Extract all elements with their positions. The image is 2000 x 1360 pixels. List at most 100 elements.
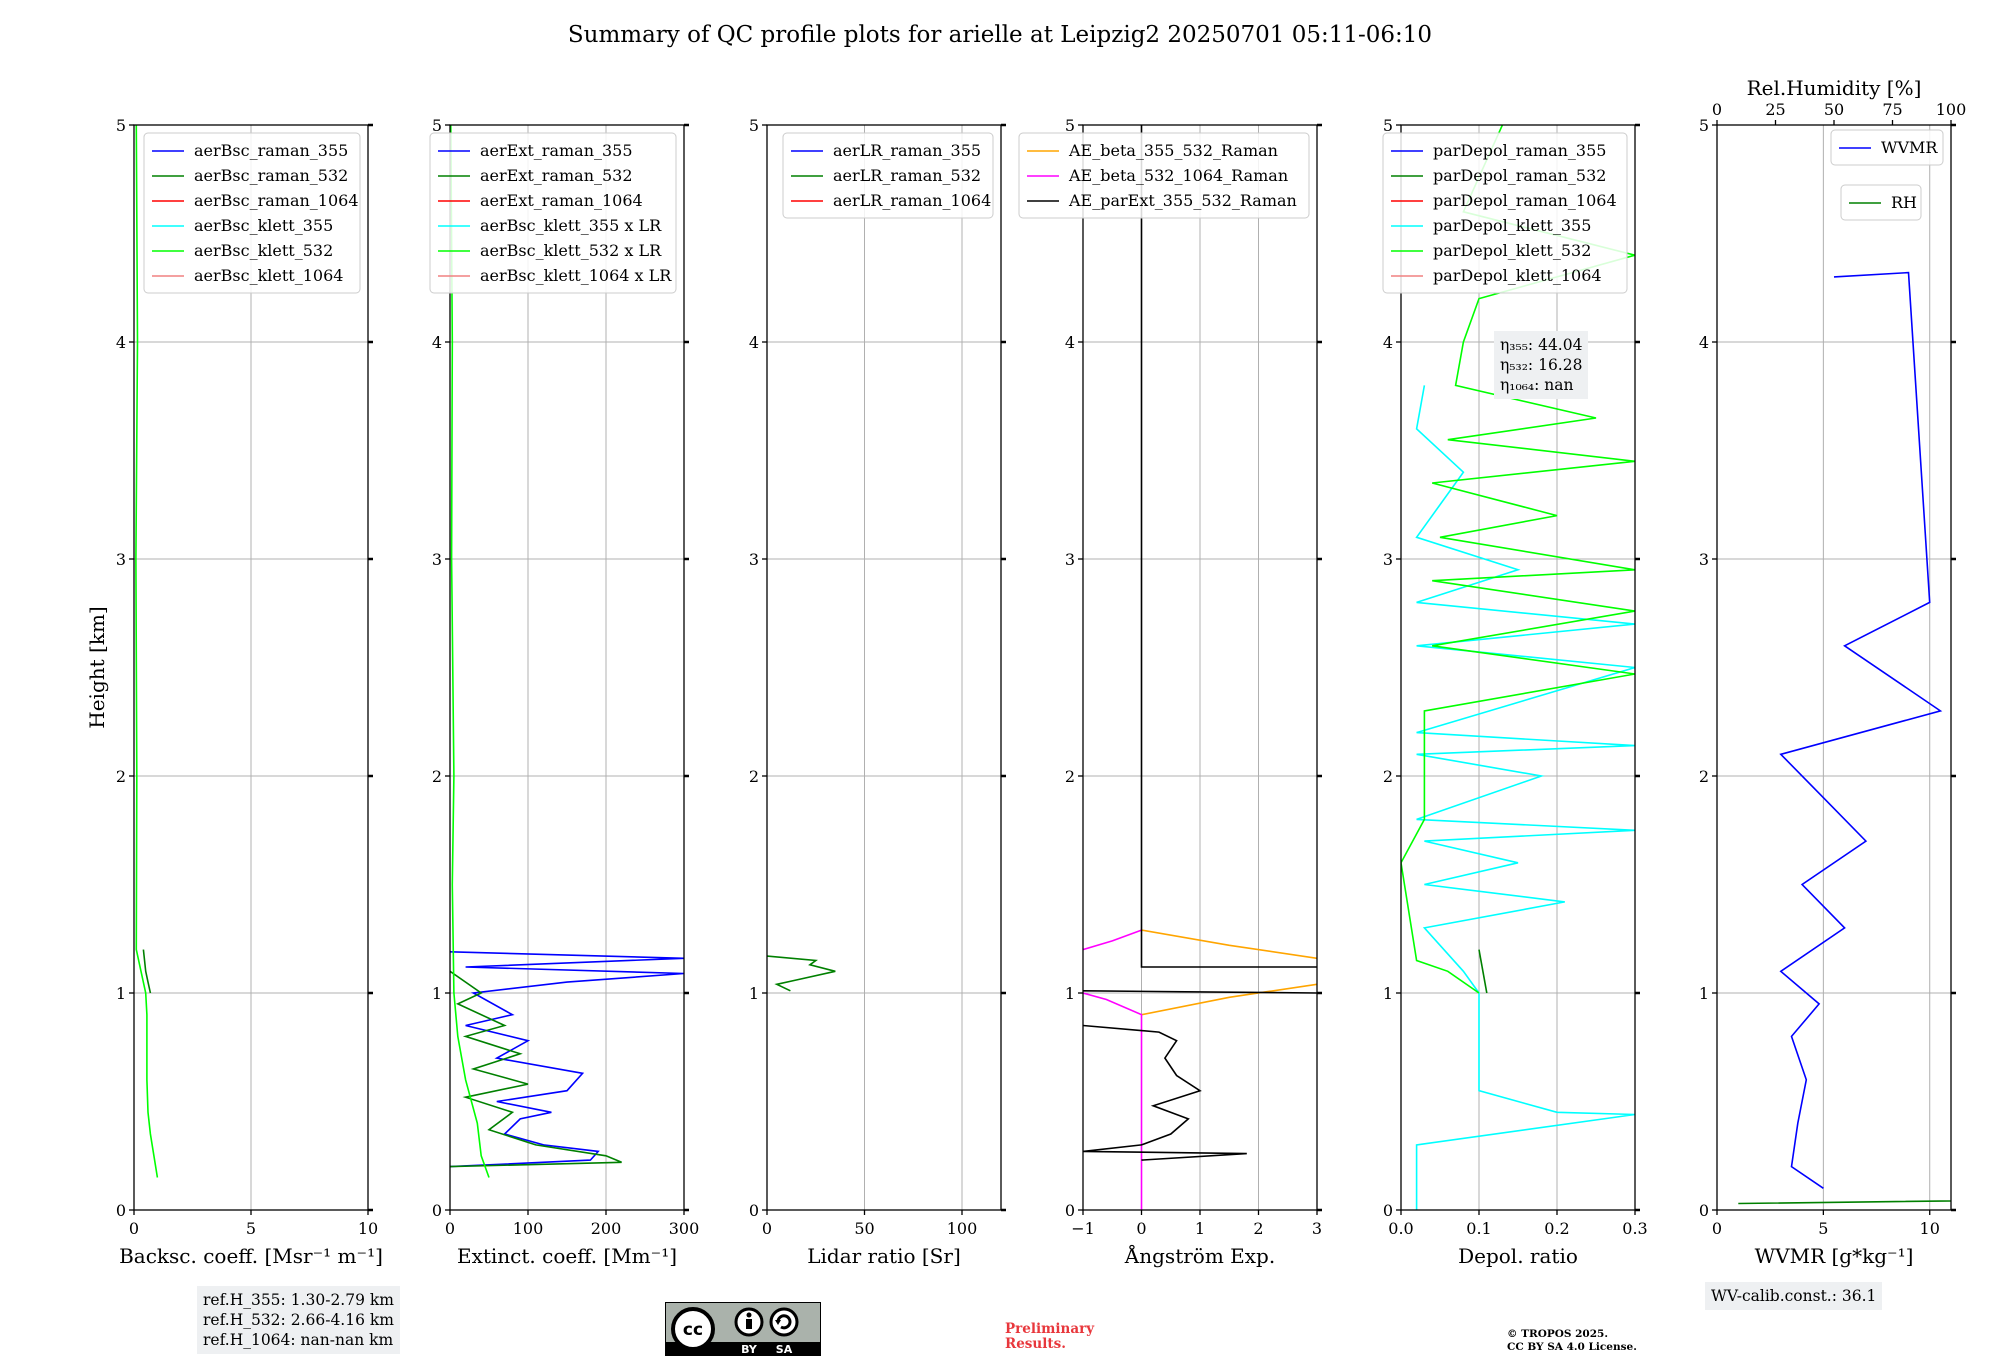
y-tick-label: 0 — [432, 1201, 442, 1220]
legend-entry: parDepol_raman_1064 — [1433, 191, 1617, 210]
legend-entry: aerBsc_klett_532 x LR — [480, 241, 662, 260]
series-group — [1738, 271, 1951, 1205]
cc-license-badge: cc BY SA — [665, 1302, 821, 1356]
series-line-AE_beta_532_1064_Raman_b — [1083, 929, 1142, 951]
series-line-AE_beta_532_1064_Raman — [1083, 992, 1143, 1210]
svg-text:cc: cc — [683, 1320, 703, 1340]
legend: aerLR_raman_355 aerLR_raman_532 aerLR_rama… — [782, 132, 994, 219]
y-tick-label: 1 — [432, 984, 442, 1003]
y-tick-label: 3 — [1699, 550, 1709, 569]
legend: parDepol_raman_355 parDepol_raman_532 parD… — [1382, 132, 1628, 294]
y-tick-label: 3 — [1383, 550, 1393, 569]
series-line-aerBsc_raman_532 — [142, 949, 152, 994]
ref-h-1064: ref.H_1064: nan-nan km — [203, 1331, 394, 1349]
x-tick-label: 3 — [1312, 1219, 1322, 1238]
series-line-AE_beta_355_532_Raman — [1141, 983, 1317, 1016]
series-line-WVMR — [1779, 271, 1943, 1189]
x-axis-label: Backsc. coeff. [Msr⁻¹ m⁻¹] — [119, 1244, 383, 1268]
y-tick-label: 0 — [1383, 1201, 1393, 1220]
x2-tick-label: 25 — [1765, 100, 1785, 119]
x-tick-label: 0.2 — [1544, 1219, 1569, 1238]
y-tick-label: 2 — [1699, 767, 1709, 786]
legend-entry: parDepol_klett_355 — [1433, 216, 1591, 235]
x-tick-label: 2 — [1253, 1219, 1263, 1238]
series-line-AE_parExt_355_532_Raman_c — [1140, 125, 1317, 968]
y-tick-label: 5 — [1383, 116, 1393, 135]
legend-entry: aerExt_raman_532 — [480, 166, 633, 185]
series-line-RH — [1738, 1200, 1951, 1205]
eta-1064: η₁₀₆₄: nan — [1500, 376, 1574, 394]
x-tick-label: 10 — [1920, 1219, 1940, 1238]
y-tick-label: 2 — [432, 767, 442, 786]
series-group — [1401, 125, 1635, 1210]
legend-entry: RH — [1891, 193, 1917, 212]
y-axis-label: Height [km] — [85, 606, 109, 728]
series-line-parDepol_klett_355 — [1415, 385, 1635, 1210]
eta-532: η₅₃₂: 16.28 — [1500, 356, 1583, 374]
legend-frame — [1382, 132, 1628, 294]
legend-entry: parDepol_raman_355 — [1433, 141, 1606, 160]
legend-entry: AE_beta_355_532_Raman — [1068, 141, 1278, 160]
x-tick-label: 0 — [129, 1219, 139, 1238]
prelim-line-1: Preliminary — [1005, 1321, 1095, 1337]
wv-calib-box: WV-calib.const.: 36.1 — [1705, 1282, 1883, 1310]
y-tick-label: 2 — [749, 767, 759, 786]
x-tick-label: 0 — [1136, 1219, 1146, 1238]
y-tick-label: 1 — [749, 984, 759, 1003]
y-tick-label: 1 — [1383, 984, 1393, 1003]
series-line-parDepol_raman_532 — [1478, 949, 1488, 994]
x2-tick-label: 0 — [1712, 100, 1722, 119]
y-tick-label: 4 — [1065, 333, 1075, 352]
series-line-AE_parExt_355_532_Raman_b — [1083, 990, 1317, 994]
legend-entry: AE_beta_532_1064_Raman — [1068, 166, 1288, 185]
copyright-note: © TROPOS 2025. CC BY SA 4.0 License. — [1507, 1328, 1637, 1354]
y-tick-label: 1 — [116, 984, 126, 1003]
x-tick-label: 0.1 — [1466, 1219, 1491, 1238]
series-group — [767, 955, 836, 992]
y-tick-label: 0 — [749, 1201, 759, 1220]
x-tick-label: 0.0 — [1388, 1219, 1413, 1238]
legend-entry: aerBsc_klett_1064 — [194, 266, 343, 285]
legend-entry: aerExt_raman_355 — [480, 141, 633, 160]
prelim-line-2: Results. — [1005, 1336, 1066, 1352]
legend-frame — [429, 132, 677, 294]
y-tick-label: 2 — [1383, 767, 1393, 786]
x-axis-label: Depol. ratio — [1458, 1244, 1578, 1268]
x-tick-label: 5 — [1818, 1219, 1828, 1238]
legend-entry: aerBsc_klett_355 — [194, 216, 333, 235]
copyright-line-2: CC BY SA 4.0 License. — [1507, 1341, 1637, 1353]
x-axis-label: Extinct. coeff. [Mm⁻¹] — [457, 1244, 677, 1268]
series-line-aerExt_raman_532 — [450, 970, 622, 1168]
x-tick-label: 300 — [669, 1219, 700, 1238]
y-tick-label: 5 — [1699, 116, 1709, 135]
series-group — [450, 125, 684, 1178]
x-axis-label: WVMR [g*kg⁻¹] — [1755, 1244, 1914, 1268]
series-line-AE_parExt_355_532_Raman — [1083, 1024, 1247, 1161]
y-tick-label: 3 — [1065, 550, 1075, 569]
y-tick-label: 5 — [1065, 116, 1075, 135]
x-tick-label: 200 — [591, 1219, 622, 1238]
x-tick-label: −1 — [1071, 1219, 1095, 1238]
legend-entry: aerLR_raman_532 — [833, 166, 981, 185]
legend-entry: parDepol_klett_532 — [1433, 241, 1591, 260]
y-tick-label: 4 — [432, 333, 442, 352]
cc-icon — [671, 1307, 715, 1351]
legend: aerBsc_raman_355 aerBsc_raman_532 aerBsc_r… — [143, 132, 361, 294]
x-tick-label: 1 — [1195, 1219, 1205, 1238]
panel-ext: 0 1 2 3 4 5 0 100 200 300 Extinct. coeff. [Mm⁻¹] ae… — [429, 116, 700, 1268]
eta-355: η₃₅₅: 44.04 — [1500, 336, 1583, 354]
y-tick-label: 1 — [1065, 984, 1075, 1003]
y-tick-label: 4 — [116, 333, 126, 352]
y-tick-label: 4 — [1383, 333, 1393, 352]
y-tick-label: 5 — [432, 116, 442, 135]
series-group — [135, 125, 159, 1178]
legend: AE_beta_355_532_Raman AE_beta_532_1064_Ra… — [1018, 132, 1310, 219]
preliminary-note: Preliminary Results. — [1005, 1322, 1094, 1352]
y-tick-label: 3 — [432, 550, 442, 569]
series-line-aerExt_raman_355 — [450, 951, 684, 1168]
copyright-line-1: © TROPOS 2025. — [1507, 1328, 1609, 1340]
eta-box: η₃₅₅: 44.04 η₅₃₂: 16.28 η₁₀₆₄: nan — [1494, 331, 1589, 399]
